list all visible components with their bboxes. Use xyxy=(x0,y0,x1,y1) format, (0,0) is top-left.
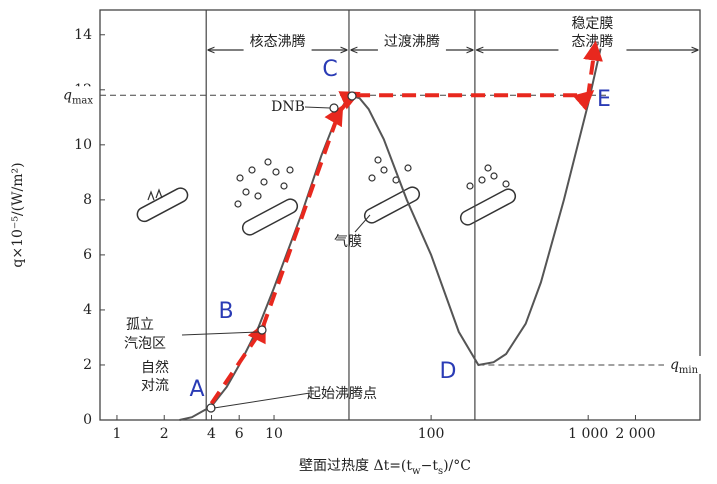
q-label-bg xyxy=(664,355,704,374)
y-tick-label: 2 xyxy=(83,357,92,373)
point-letter: C xyxy=(322,57,337,82)
annotation: 对流 xyxy=(141,378,169,394)
red-arrow-path xyxy=(209,40,603,405)
annotation: 孤立 xyxy=(126,317,154,333)
q-label-bg xyxy=(58,86,98,105)
region-label: 稳定膜 xyxy=(571,16,613,32)
curve-marker xyxy=(257,325,267,335)
curve-marker xyxy=(206,403,216,413)
x-tick-label: 6 xyxy=(235,426,244,442)
q-symbol: q xyxy=(63,87,72,103)
q-label: qmin xyxy=(670,357,699,376)
x-tick-label: 4 xyxy=(207,426,216,442)
y-tick-label: 14 xyxy=(74,27,92,43)
y-tick-label: 4 xyxy=(83,302,92,318)
point-letter: A xyxy=(189,377,204,402)
point-letter: D xyxy=(440,359,457,384)
q-label: qmax xyxy=(63,87,93,106)
x-tick-label: 1 000 xyxy=(568,426,608,442)
x-tick-label: 2 000 xyxy=(615,426,655,442)
q-subscript: min xyxy=(679,365,699,376)
y-tick-label: 0 xyxy=(83,412,92,428)
boiling-curve xyxy=(179,48,602,421)
x-label-part: )/°C xyxy=(443,458,471,474)
x-label-part: w xyxy=(412,466,421,477)
plot-frame xyxy=(99,9,701,421)
curve-marker xyxy=(329,103,339,113)
x-axis-label: 壁面过热度 Δt=(tw−ts)/°C xyxy=(299,458,471,477)
point-letter: B xyxy=(218,299,233,324)
region-label: 核态沸腾 xyxy=(250,33,306,50)
point-letter: E xyxy=(597,87,611,112)
y-tick-label: 10 xyxy=(74,137,92,153)
region-label: 态沸腾 xyxy=(571,33,613,50)
x-tick-label: 2 xyxy=(160,426,169,442)
x-tick-label: 100 xyxy=(418,426,445,442)
x-label-part: −t xyxy=(421,458,439,474)
q-symbol: q xyxy=(670,357,679,373)
x-tick-label: 10 xyxy=(265,426,283,442)
tube-sketches xyxy=(136,156,517,236)
annotation: 气膜 xyxy=(334,234,362,250)
annotation: DNB xyxy=(271,99,305,115)
y-tick-label: 6 xyxy=(83,247,92,263)
region-label-bg xyxy=(558,15,627,33)
region-label: 过渡沸腾 xyxy=(384,33,440,50)
leader-line xyxy=(181,331,259,336)
y-axis-label: q×10⁻⁵/(W/m²) xyxy=(10,162,26,267)
annotation: 汽泡区 xyxy=(124,336,166,352)
leader-line xyxy=(213,392,311,409)
y-tick-label: 8 xyxy=(83,192,92,208)
leader-line xyxy=(354,214,371,233)
annotation: 起始沸腾点 xyxy=(307,385,377,402)
annotation: 自然 xyxy=(141,359,169,376)
x-label-part: 壁面过热度 Δt=(t xyxy=(299,458,412,474)
q-subscript: max xyxy=(72,95,93,106)
curve-marker xyxy=(347,91,357,101)
leader-line xyxy=(304,106,331,109)
x-label-part: s xyxy=(438,466,443,477)
x-tick-label: 1 xyxy=(112,426,121,442)
